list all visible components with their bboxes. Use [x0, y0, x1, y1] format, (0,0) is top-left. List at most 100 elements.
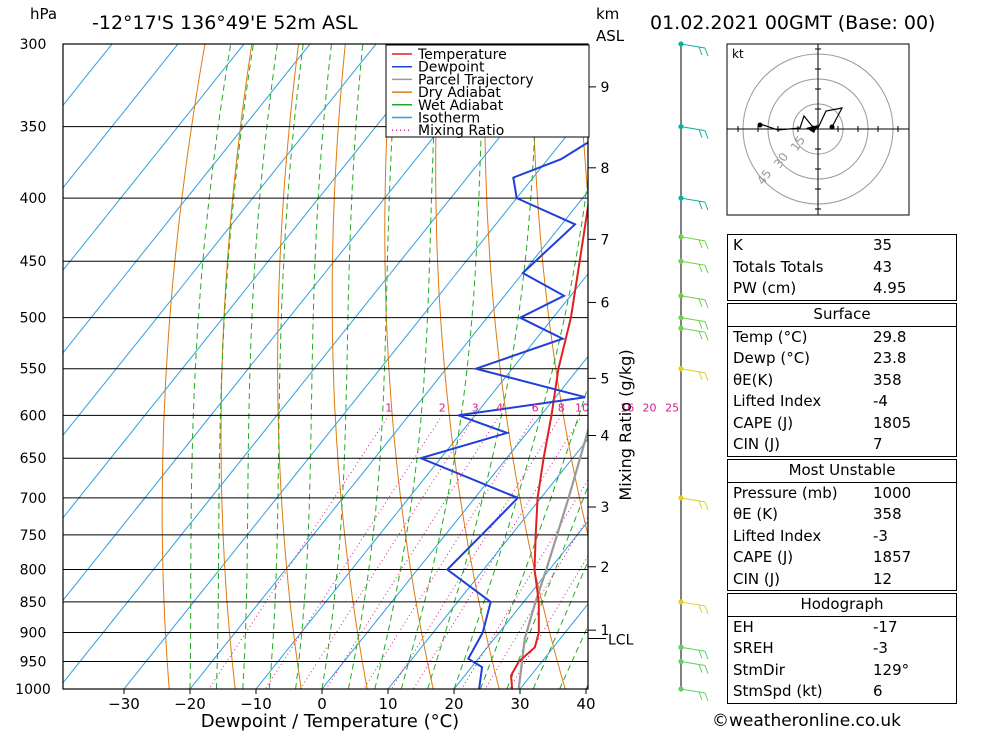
k-index-value: 35: [873, 236, 893, 254]
wet-adiabat-line: [347, 44, 399, 689]
hodograph-point: [757, 122, 763, 128]
wind-barb: [680, 327, 709, 341]
mu-row-label: Lifted Index: [733, 526, 822, 545]
mixing-ratio-label: 3: [472, 401, 479, 414]
pw-value: 4.95: [873, 279, 907, 297]
height-tick-label: 6: [601, 295, 610, 311]
temperature-tick-label: 30: [510, 695, 529, 713]
hodo-row-value: -3: [873, 639, 888, 657]
hodo-row-label: SREH: [733, 639, 774, 657]
legend-label: Mixing Ratio: [418, 123, 504, 139]
mu-row-label: θE (K): [733, 505, 778, 523]
isotherm-line: [63, 44, 377, 437]
temperature-line: [510, 199, 588, 689]
legend-label: Parcel Trajectory: [418, 72, 534, 88]
wet-adiabat-line: [215, 44, 254, 689]
dry-adiabat-line: [220, 44, 253, 689]
wind-level-dot: [678, 195, 684, 201]
wind-barb: [680, 646, 709, 660]
pressure-tick-label: 650: [20, 451, 47, 467]
hodograph-unit: kt: [732, 47, 744, 61]
wind-barb: [680, 368, 709, 381]
height-tick-label: 7: [601, 232, 610, 248]
isotherm-line: [63, 44, 575, 684]
totals-value: 43: [873, 257, 893, 276]
wind-barb: [680, 601, 709, 615]
hodo-row-label: EH: [733, 617, 754, 636]
mixing-ratio-label: 2: [439, 401, 446, 414]
temperature-tick-label: 40: [576, 695, 595, 713]
surface-row-value: -4: [873, 392, 888, 410]
storm-motion-marker: [806, 125, 818, 133]
surface-title: Surface: [728, 304, 956, 327]
isotherm-line: [63, 44, 113, 107]
isotherm-line: [63, 44, 443, 519]
wind-barb: [680, 236, 709, 250]
wet-adiabat-line: [189, 44, 232, 689]
pressure-tick-label: 1000: [15, 682, 51, 698]
surface-row-value: 23.8: [873, 349, 907, 367]
wind-profile: [678, 41, 709, 702]
legend-label: Wet Adiabat: [418, 98, 504, 114]
dry-adiabat-line: [578, 44, 588, 201]
height-tick-label: 3: [601, 500, 610, 516]
most-unstable-title: Most Unstable: [728, 460, 956, 483]
temperature-tick-label: −10: [240, 695, 272, 713]
wind-barb: [680, 295, 709, 308]
height-unit-km: km: [596, 5, 619, 23]
isotherm-line: [63, 44, 245, 272]
dry-adiabat-line: [331, 44, 368, 689]
height-unit-asl: ASL: [596, 27, 625, 45]
x-axis-label: Dewpoint / Temperature (°C): [201, 711, 459, 732]
mixing-ratio-label: 1: [385, 401, 392, 414]
totals-label: Totals Totals: [733, 257, 824, 276]
wind-barb: [680, 43, 709, 57]
isotherm-line: [453, 520, 588, 689]
axes: 3003504004505005506006507007508008509009…: [15, 37, 679, 713]
pressure-tick-label: 600: [20, 408, 47, 424]
wind-barb: [680, 688, 709, 702]
datetime-title: 01.02.2021 00GMT (Base: 00): [650, 12, 935, 34]
surface-row-label: CAPE (J): [733, 413, 794, 432]
height-tick-label: 9: [601, 80, 610, 96]
mu-row-label: CIN (J): [733, 569, 781, 588]
pressure-tick-label: 800: [20, 562, 47, 578]
height-tick-label: 1: [601, 623, 610, 639]
lcl-label: LCL: [608, 632, 634, 648]
pressure-tick-label: 850: [20, 595, 47, 611]
surface-row-label: Lifted Index: [733, 392, 822, 410]
isotherm-line: [63, 44, 509, 602]
wet-adiabat-line: [479, 385, 588, 689]
profiles: [417, 58, 588, 689]
mixing-ratio-line: [264, 415, 443, 689]
most-unstable-table: Most Unstable Pressure (mb) 1000 θE (K) 35…: [727, 459, 957, 591]
surface-row-value: 7: [873, 435, 883, 453]
hodo-row-label: StmDir: [733, 660, 785, 679]
height-tick-label: 2: [601, 560, 610, 576]
temperature-tick-label: 0: [317, 695, 327, 713]
isotherm-line: [123, 108, 588, 689]
mu-row-value: 358: [873, 505, 902, 523]
hodo-row-value: 129°: [873, 660, 910, 679]
mixing-ratio-label: 16: [620, 401, 634, 414]
hodo-row-value: -17: [873, 617, 898, 636]
surface-row-label: θE(K): [733, 370, 774, 389]
legend-label: Isotherm: [418, 111, 480, 127]
wind-barb: [680, 197, 709, 211]
mixing-ratio-label: 25: [665, 401, 679, 414]
legend-label: Dewpoint: [418, 60, 485, 76]
wind-level-dot: [678, 315, 684, 321]
mixing-ratio-label: 4: [496, 401, 503, 414]
mixing-ratio-label: 10: [575, 401, 589, 414]
height-tick-label: 4: [601, 428, 610, 444]
pressure-tick-label: 400: [20, 191, 47, 207]
wet-adiabat-line: [242, 44, 278, 689]
pressure-tick-label: 450: [20, 254, 47, 270]
wind-barb: [680, 317, 709, 330]
location-title: -12°17'S 136°49'E 52m ASL: [92, 12, 358, 34]
wet-adiabat-line: [532, 560, 588, 689]
credit-text: ©weatheronline.co.uk: [712, 711, 902, 731]
pressure-tick-label: 350: [20, 120, 47, 136]
wind-barb: [680, 260, 709, 274]
height-tick-label: 8: [601, 161, 610, 177]
